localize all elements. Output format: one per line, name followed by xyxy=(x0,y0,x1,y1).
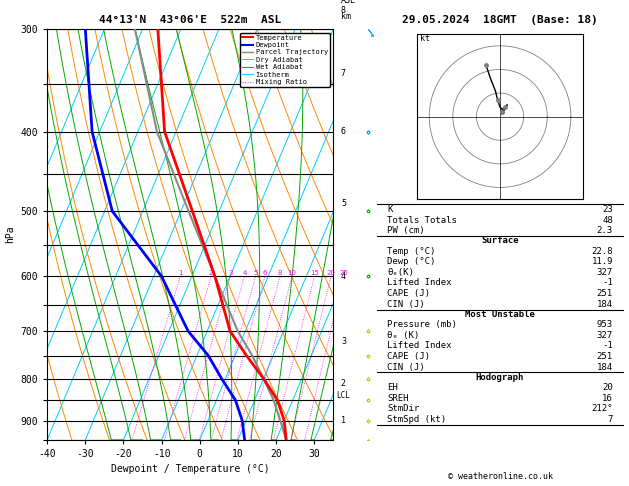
Legend: Temperature, Dewpoint, Parcel Trajectory, Dry Adiabat, Wet Adiabat, Isotherm, Mi: Temperature, Dewpoint, Parcel Trajectory… xyxy=(240,33,330,87)
Text: θₑ (K): θₑ (K) xyxy=(387,330,420,340)
Text: 327: 327 xyxy=(597,268,613,277)
Text: Most Unstable: Most Unstable xyxy=(465,310,535,319)
Y-axis label: hPa: hPa xyxy=(5,226,15,243)
Text: Lifted Index: Lifted Index xyxy=(387,341,452,350)
Text: Pressure (mb): Pressure (mb) xyxy=(387,320,457,329)
Text: StmSpd (kt): StmSpd (kt) xyxy=(387,415,447,424)
Text: 327: 327 xyxy=(597,330,613,340)
Text: 184: 184 xyxy=(597,363,613,372)
Text: 4: 4 xyxy=(242,270,247,276)
Text: StmDir: StmDir xyxy=(387,404,420,413)
Text: 22.8: 22.8 xyxy=(591,246,613,256)
Text: 5: 5 xyxy=(253,270,258,276)
Text: Surface: Surface xyxy=(481,236,519,245)
Text: 8: 8 xyxy=(278,270,282,276)
Text: 4: 4 xyxy=(341,272,346,280)
Text: ASL: ASL xyxy=(341,0,356,4)
Text: 251: 251 xyxy=(597,352,613,361)
Text: 29.05.2024  18GMT  (Base: 18): 29.05.2024 18GMT (Base: 18) xyxy=(402,15,598,25)
Text: -1: -1 xyxy=(602,278,613,287)
Text: © weatheronline.co.uk: © weatheronline.co.uk xyxy=(448,472,552,481)
Text: Totals Totals: Totals Totals xyxy=(387,216,457,225)
Text: LCL: LCL xyxy=(337,392,350,400)
Text: km: km xyxy=(341,12,351,21)
X-axis label: Dewpoint / Temperature (°C): Dewpoint / Temperature (°C) xyxy=(111,465,270,474)
Text: 1: 1 xyxy=(341,416,346,425)
Text: 20: 20 xyxy=(602,383,613,392)
Text: 7: 7 xyxy=(608,415,613,424)
Text: 15: 15 xyxy=(310,270,319,276)
Text: PW (cm): PW (cm) xyxy=(387,226,425,235)
Text: 1: 1 xyxy=(178,270,182,276)
Text: EH: EH xyxy=(387,383,398,392)
Text: -1: -1 xyxy=(602,341,613,350)
Text: SREH: SREH xyxy=(387,394,409,402)
Text: 212°: 212° xyxy=(591,404,613,413)
Text: 11.9: 11.9 xyxy=(591,257,613,266)
Text: Dewp (°C): Dewp (°C) xyxy=(387,257,436,266)
Text: 20: 20 xyxy=(326,270,335,276)
Text: 251: 251 xyxy=(597,289,613,298)
Text: CIN (J): CIN (J) xyxy=(387,300,425,309)
Text: 184: 184 xyxy=(597,300,613,309)
Text: Lifted Index: Lifted Index xyxy=(387,278,452,287)
Text: 8: 8 xyxy=(341,6,346,16)
Text: 10: 10 xyxy=(287,270,296,276)
Text: CAPE (J): CAPE (J) xyxy=(387,352,430,361)
Text: Temp (°C): Temp (°C) xyxy=(387,246,436,256)
Text: K: K xyxy=(387,205,392,214)
Text: 6: 6 xyxy=(341,127,346,136)
Text: 2.3: 2.3 xyxy=(597,226,613,235)
Text: 2: 2 xyxy=(341,379,346,387)
Text: 7: 7 xyxy=(341,69,346,78)
Text: 5: 5 xyxy=(341,199,346,208)
Text: 23: 23 xyxy=(602,205,613,214)
Text: 953: 953 xyxy=(597,320,613,329)
Text: 3: 3 xyxy=(341,337,346,346)
Text: Hodograph: Hodograph xyxy=(476,373,524,382)
Text: 25: 25 xyxy=(340,270,348,276)
Text: 48: 48 xyxy=(602,216,613,225)
Text: CIN (J): CIN (J) xyxy=(387,363,425,372)
Text: 44°13'N  43°06'E  522m  ASL: 44°13'N 43°06'E 522m ASL xyxy=(99,15,281,25)
Text: θₑ(K): θₑ(K) xyxy=(387,268,414,277)
Text: CAPE (J): CAPE (J) xyxy=(387,289,430,298)
Text: 3: 3 xyxy=(228,270,233,276)
Text: 6: 6 xyxy=(263,270,267,276)
Text: 2: 2 xyxy=(209,270,213,276)
Text: kt: kt xyxy=(420,34,430,43)
Text: 16: 16 xyxy=(602,394,613,402)
